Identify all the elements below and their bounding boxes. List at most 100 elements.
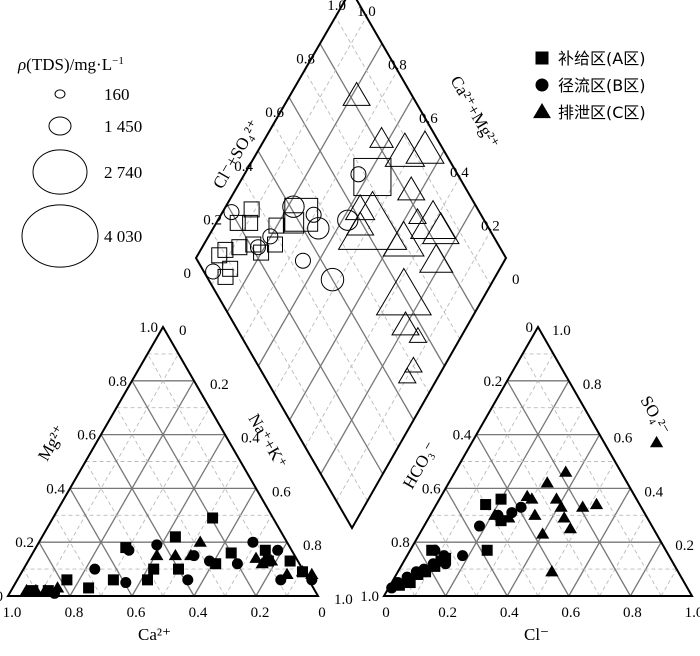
anion-circle-point: [457, 550, 469, 562]
zone-legend: 补给区(A区) 径流区(B区) 排泄区(C区): [533, 49, 646, 122]
diamond-grid-line: [226, 204, 384, 475]
cation-square-point: [225, 547, 237, 559]
diamond-left-tick-label: 0.6: [265, 105, 284, 121]
cation-left-tick-label: 1.0: [139, 320, 158, 336]
diamond-grid-line: [273, 123, 430, 394]
diamond-grid-line: [320, 204, 476, 475]
tick-layer: 1.00.80.60.40.2000.20.40.60.81.000.20.40…: [0, 0, 700, 621]
cation-circle-point: [204, 555, 215, 567]
anion-circle-point: [427, 558, 439, 570]
cation-circle-point: [120, 577, 132, 589]
anion-triangle-point: [549, 492, 564, 504]
cation-grid-line: [23, 568, 40, 597]
anion-grid-line: [506, 380, 631, 597]
cation-triangle-point: [168, 548, 183, 561]
tds-size-circle: [48, 116, 72, 136]
cation-right-tick-label: 0.2: [210, 377, 229, 393]
diamond-left-tick-label: 0.4: [234, 159, 253, 175]
cation-square-point: [284, 555, 296, 567]
cation-circle-point: [151, 539, 163, 551]
anion-left-tick-label: 1.0: [360, 589, 379, 605]
diamond-grid-line: [288, 96, 445, 367]
diamond-circle-point: [262, 228, 279, 245]
anion-triangle-frame: [382, 324, 694, 597]
diamond-triangle-point: [396, 176, 426, 201]
anion-right-tick-label: 0.6: [614, 431, 633, 447]
diamond-upper-right-axis-label: Ca²⁺+Mg²⁺: [447, 73, 504, 152]
anion-bottom-tick-label: 0.2: [438, 605, 457, 621]
diamond-triangle-point: [344, 193, 376, 221]
cation-circle-point: [182, 574, 194, 586]
diamond-grid-line: [226, 43, 383, 313]
zone-legend-label: 补给区(A区): [558, 49, 645, 68]
anion-grid-line: [429, 515, 477, 597]
cation-square-point: [83, 582, 95, 594]
anion-circle-point: [392, 577, 404, 589]
diamond-triangle-point: [418, 243, 454, 273]
diamond-grid-line: [211, 16, 367, 286]
anion-bottom-tick-label: 0.4: [500, 605, 519, 621]
diamond-square-point: [231, 239, 248, 256]
anion-triangle-point: [528, 508, 542, 520]
diamond-circle-point: [223, 204, 240, 221]
diamond-right-tick-label: 0.8: [388, 58, 407, 74]
tds-size-circle: [21, 204, 99, 268]
anion-square-point: [481, 544, 493, 556]
cation-triangle-point: [193, 535, 207, 547]
zone-legend-label: 排泄区(C区): [558, 103, 646, 122]
anion-left-tick-label: 0.4: [453, 428, 472, 444]
diamond-square-point: [222, 260, 239, 277]
diamond-grid-line: [257, 150, 415, 421]
diamond-triangle-point: [421, 211, 460, 245]
zone-circle-marker: [535, 78, 549, 92]
diamond-grid-line: [242, 70, 398, 340]
diamond-left-tick-label: 1.0: [327, 0, 346, 14]
tds-size-label: 2 740: [104, 163, 142, 182]
diamond-square-point: [268, 217, 285, 234]
cation-square-point: [148, 563, 160, 575]
anion-bottom-tick-label: 0.8: [623, 605, 642, 621]
diamond-circle-point: [320, 267, 345, 292]
tds-size-label: 1 450: [104, 117, 142, 136]
cation-triangle-point: [19, 583, 34, 596]
cation-bottom-tick-label: 0.4: [189, 605, 208, 621]
cation-triangle-point: [264, 554, 279, 566]
diamond-circle-point: [337, 209, 359, 231]
diamond-square-point: [242, 214, 259, 231]
anion-bottom-tick-label: 0: [382, 605, 390, 621]
anion-right-tick-label: 0.2: [675, 538, 694, 554]
anion-left-tick-label: 0.6: [422, 481, 441, 497]
cation-square-point: [169, 531, 181, 543]
diamond-triangle-point: [405, 130, 445, 164]
anion-bottom-tick-label: 1.0: [685, 605, 700, 621]
cation-right-tick-label: 0.6: [272, 484, 291, 500]
cation-left-tick-label: 0.8: [108, 374, 127, 390]
cation-triangle-point: [184, 548, 198, 561]
anion-circle-point: [473, 520, 485, 532]
cation-triangle-point: [38, 583, 52, 596]
anion-circle-point: [401, 571, 413, 583]
cation-bottom-tick-label: 0.8: [65, 605, 84, 621]
diamond-square-point: [282, 212, 305, 234]
cation-triangle-point: [280, 567, 294, 580]
diamond-circle-point: [282, 195, 305, 218]
diamond-left-tick-label: 0.2: [203, 212, 222, 228]
anion-grid-line: [522, 353, 662, 597]
tds-size-legend: ρ(TDS)/mg·L−1 160 1 450 2 740 4 030: [17, 55, 142, 268]
cation-right-tick-label: 0.8: [303, 538, 322, 554]
anion-left-tick-label: 0.8: [391, 535, 410, 551]
anion-right-tick-label: 0.8: [583, 377, 602, 393]
anion-triangle-point: [557, 511, 571, 523]
diamond-right-tick-label: 0: [512, 272, 520, 288]
cation-left-tick-label: 0.4: [46, 481, 65, 497]
diamond-circle-point: [305, 206, 322, 223]
diamond-grid-line: [257, 96, 414, 367]
anion-grid-line: [445, 488, 508, 597]
cation-circle-point: [247, 536, 259, 548]
anion-left-tick-label: 0.2: [483, 374, 502, 390]
diamond-square-point: [284, 197, 319, 232]
diamond-circle-point: [249, 239, 266, 256]
tds-size-label: 4 030: [104, 227, 142, 246]
diamond-triangle-point: [384, 132, 426, 167]
